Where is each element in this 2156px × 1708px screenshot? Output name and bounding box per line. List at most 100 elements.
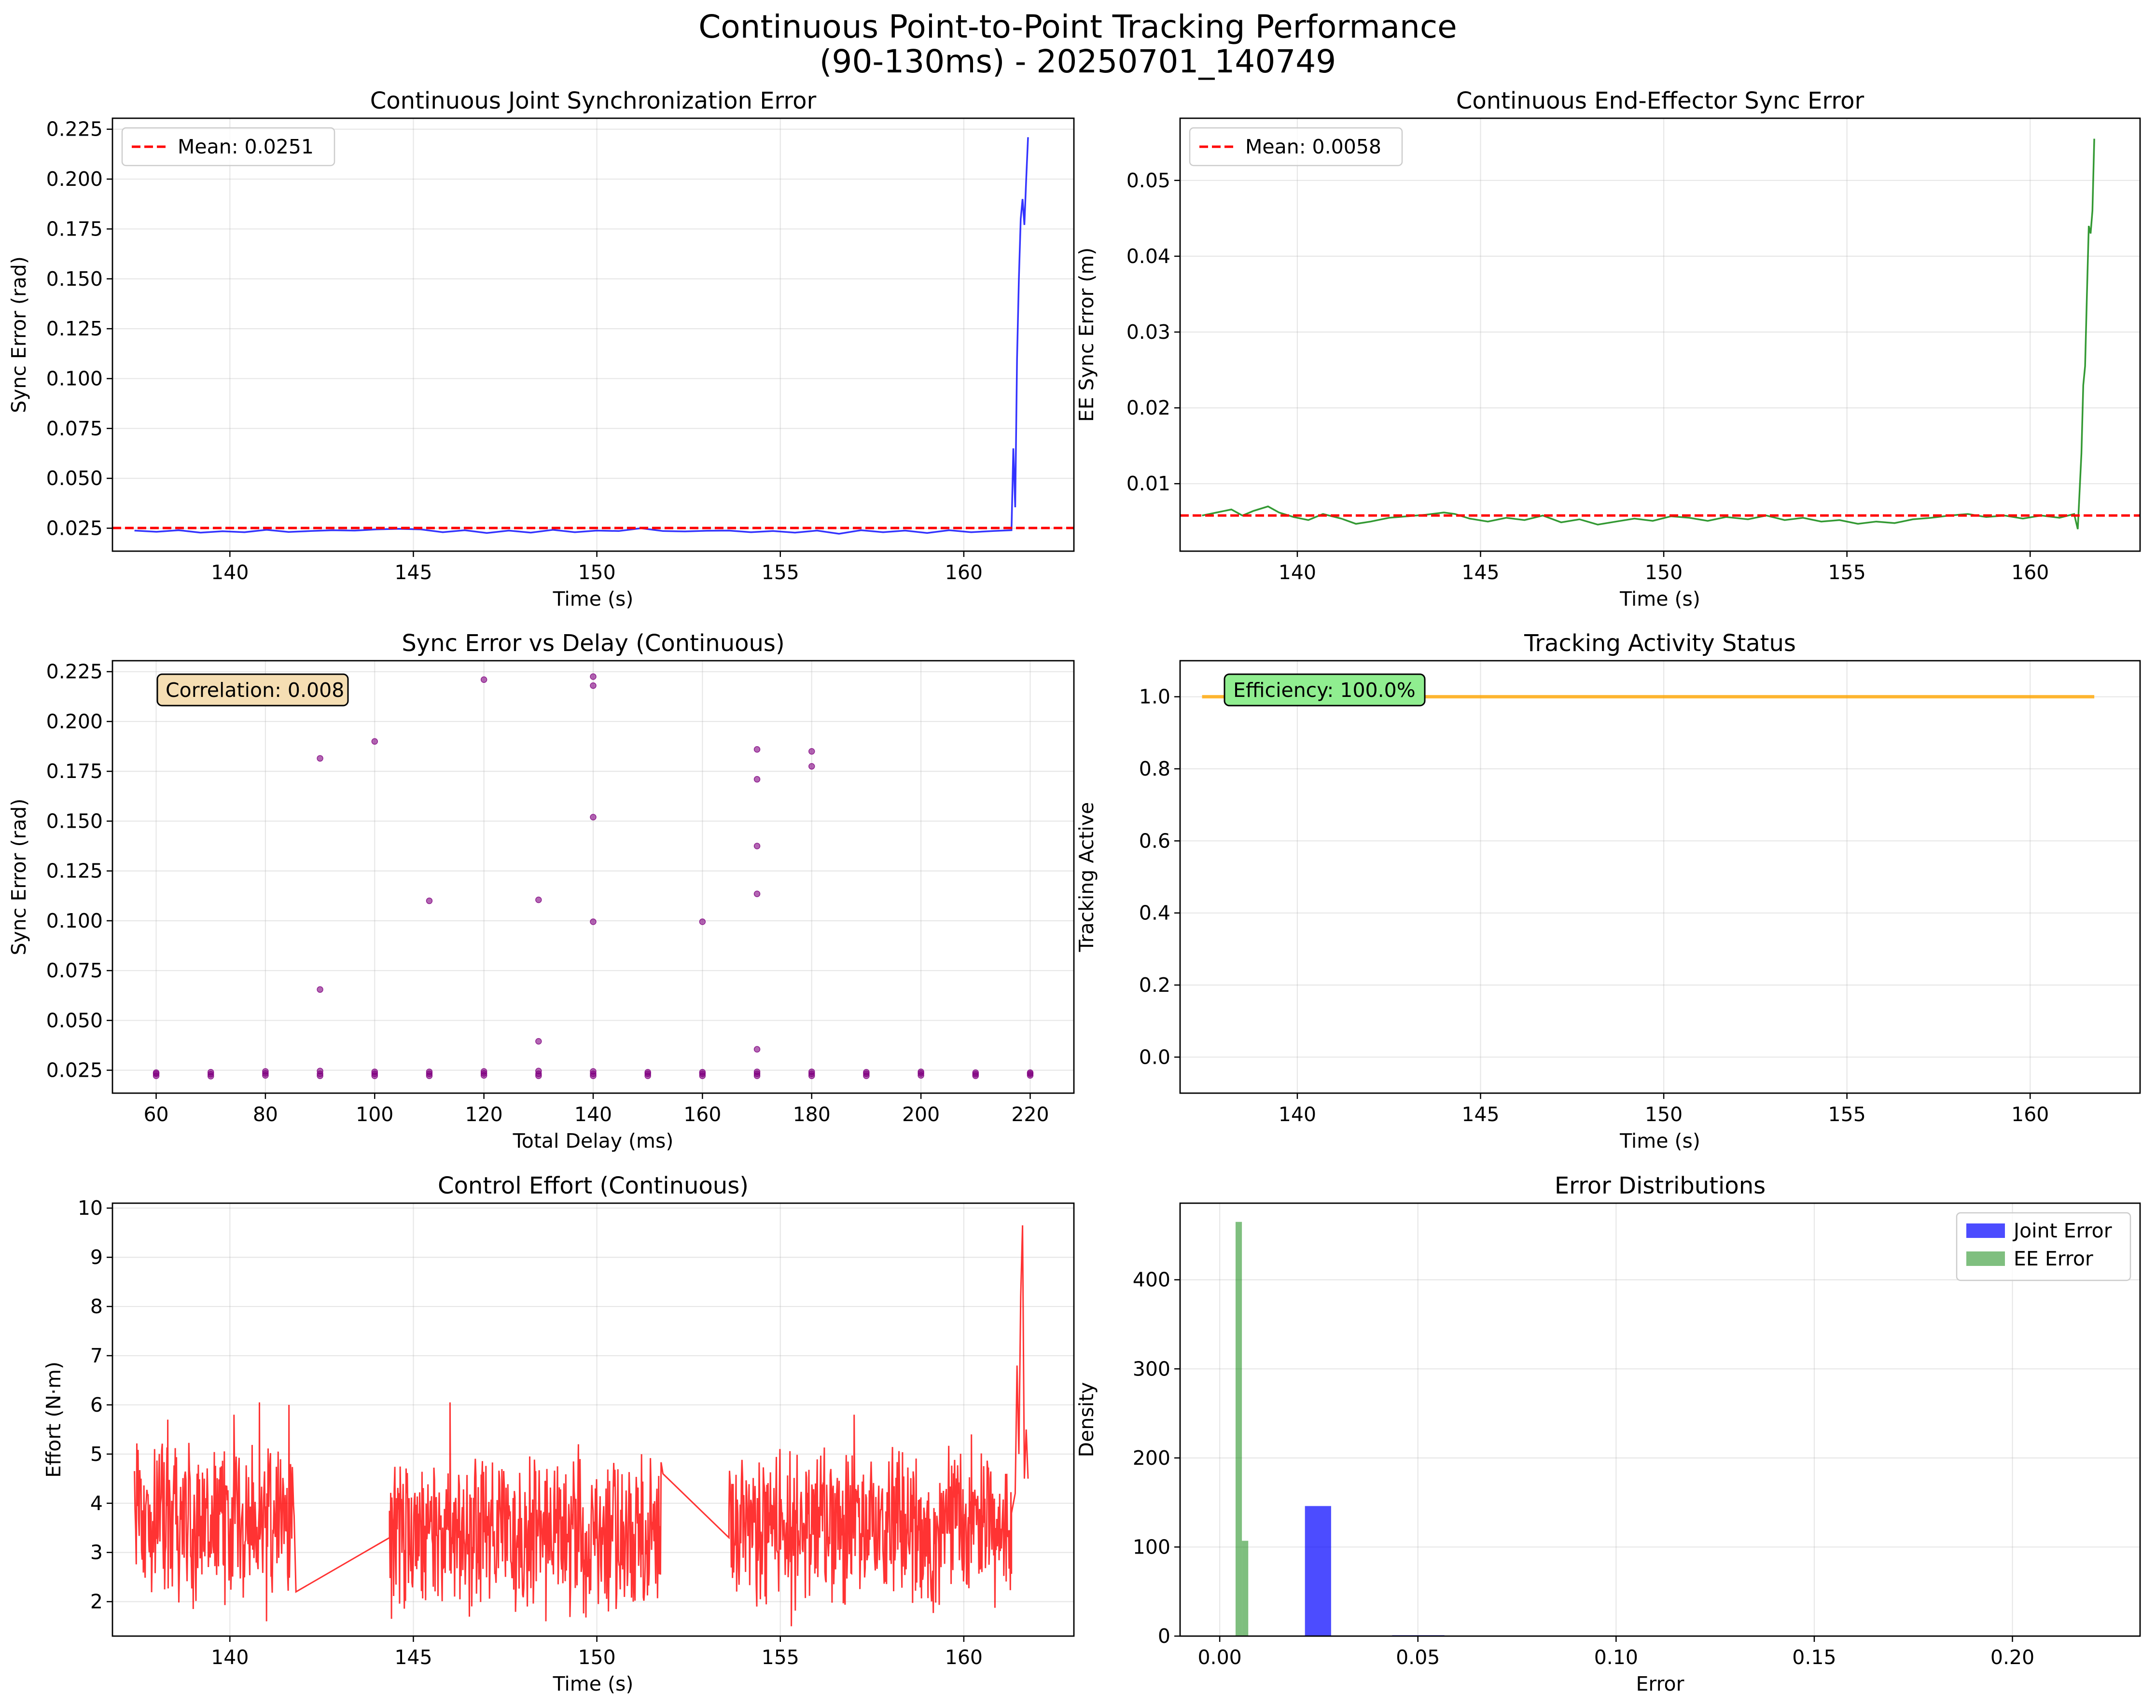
plot-area bbox=[112, 137, 1074, 535]
legend: Joint Error EE Error bbox=[1956, 1212, 2131, 1281]
annotation-box bbox=[1224, 673, 1426, 707]
y-tick-label: 0.125 bbox=[46, 317, 103, 340]
error-vs-delay-panel: 60 80 100 120 140 160 180 200 220 0.025 0.050 0.075… bbox=[7, 630, 1075, 1153]
scatter-point bbox=[863, 1069, 870, 1076]
y-tick-label: 0.225 bbox=[46, 118, 103, 141]
y-tick-label: 4 bbox=[90, 1492, 103, 1515]
legend-label: Mean: 0.0058 bbox=[1245, 135, 1381, 158]
scatter-point bbox=[371, 1069, 378, 1075]
x-tick-label: 180 bbox=[793, 1103, 831, 1126]
legend-box bbox=[1189, 127, 1403, 167]
error-distributions-panel: 0.00 0.05 0.10 0.15 0.20 0 100 200 300 400 Error D… bbox=[1075, 1172, 2141, 1695]
x-tick-label: 0.20 bbox=[1990, 1646, 2034, 1669]
legend-swatch bbox=[1966, 1223, 2005, 1238]
y-tick-label: 0.4 bbox=[1139, 902, 1170, 925]
legend-box bbox=[121, 127, 335, 167]
figure-title-line-1: Continuous Point-to-Point Tracking Perfo… bbox=[698, 8, 1457, 45]
x-axis-label: Time (s) bbox=[553, 1672, 634, 1695]
scatter-point bbox=[753, 746, 761, 753]
plot-area bbox=[1235, 1222, 1445, 1636]
y-tick-label: 100 bbox=[1133, 1535, 1170, 1558]
x-tick-label: 145 bbox=[394, 1646, 432, 1669]
efficiency-annotation: Efficiency: 100.0% bbox=[1224, 673, 1426, 707]
y-tick-label: 0.150 bbox=[46, 267, 103, 291]
scatter-point bbox=[699, 1069, 706, 1076]
y-tick-label: 3 bbox=[90, 1541, 103, 1564]
y-axis-label: Effort (N·m) bbox=[42, 1361, 65, 1478]
scatter-point bbox=[972, 1069, 979, 1076]
scatter-point bbox=[535, 1068, 542, 1074]
scatter-point bbox=[262, 1068, 269, 1075]
ee-sync-error-panel: 140 145 150 155 160 0.01 0.02 0.03 0.04 0.05 Conti… bbox=[1075, 87, 2141, 611]
y-tick-label: 0.075 bbox=[46, 959, 103, 982]
x-tick-label: 140 bbox=[211, 561, 249, 584]
x-axis-label: Total Delay (ms) bbox=[513, 1129, 674, 1153]
x-tick-label: 160 bbox=[2011, 561, 2049, 584]
scatter-point bbox=[371, 738, 378, 745]
histogram-bar bbox=[1235, 1222, 1242, 1636]
x-axis-label: Time (s) bbox=[1619, 587, 1700, 611]
y-tick-label: 0.8 bbox=[1139, 757, 1170, 780]
scatter-point bbox=[753, 1046, 761, 1053]
scatter-point bbox=[590, 682, 597, 689]
axes-frame bbox=[111, 117, 1075, 552]
legend-swatch bbox=[1966, 1251, 2005, 1266]
x-tick-label: 150 bbox=[1645, 1103, 1683, 1126]
scatter-point bbox=[207, 1069, 214, 1076]
y-tick-label: 0.150 bbox=[46, 809, 103, 833]
scatter-point bbox=[699, 918, 706, 925]
panel-title: Tracking Activity Status bbox=[1524, 630, 1796, 657]
series-line bbox=[134, 137, 1029, 535]
x-tick-label: 150 bbox=[1645, 561, 1683, 584]
y-tick-label: 6 bbox=[90, 1393, 103, 1416]
plot-area bbox=[153, 673, 1034, 1080]
x-tick-label: 0.15 bbox=[1792, 1646, 1836, 1669]
y-tick-label: 0.050 bbox=[46, 1009, 103, 1032]
legend: Mean: 0.0058 bbox=[1189, 127, 1403, 167]
y-tick-label: 0.025 bbox=[46, 516, 103, 540]
x-tick-label: 150 bbox=[578, 1646, 615, 1669]
x-tick-label: 160 bbox=[683, 1103, 721, 1126]
x-tick-label: 0.00 bbox=[1197, 1646, 1241, 1669]
y-tick-label: 0.0 bbox=[1139, 1045, 1170, 1069]
plot-area bbox=[1180, 139, 2140, 529]
correlation-annotation: Correlation: 0.008 bbox=[156, 673, 349, 707]
axes-frame bbox=[1179, 1202, 2141, 1637]
scatter-point bbox=[753, 843, 761, 849]
scatter-point bbox=[535, 1038, 542, 1045]
scatter-point bbox=[590, 673, 597, 680]
x-tick-label: 80 bbox=[253, 1103, 278, 1126]
x-tick-label: 155 bbox=[762, 561, 799, 584]
y-tick-label: 200 bbox=[1133, 1446, 1170, 1470]
y-tick-label: 7 bbox=[90, 1344, 103, 1367]
y-tick-label: 0.075 bbox=[46, 417, 103, 440]
x-tick-label: 140 bbox=[1279, 1103, 1316, 1126]
y-tick-label: 0.6 bbox=[1139, 829, 1170, 852]
y-axis-label: Sync Error (rad) bbox=[7, 799, 30, 956]
x-tick-label: 140 bbox=[211, 1646, 249, 1669]
joint-sync-error-panel: 140 145 150 155 160 0.025 0.050 0.075 0.100 0.125… bbox=[7, 87, 1075, 611]
histogram-bar bbox=[1305, 1506, 1331, 1636]
y-tick-label: 300 bbox=[1133, 1357, 1170, 1380]
x-tick-label: 140 bbox=[574, 1103, 612, 1126]
x-tick-label: 100 bbox=[356, 1103, 393, 1126]
y-axis-label: Sync Error (rad) bbox=[7, 256, 30, 413]
y-tick-label: 0.125 bbox=[46, 860, 103, 883]
y-tick-label: 5 bbox=[90, 1443, 103, 1466]
y-tick-label: 9 bbox=[90, 1246, 103, 1269]
panel-title: Continuous End-Effector Sync Error bbox=[1456, 87, 1864, 114]
y-tick-label: 0.02 bbox=[1127, 396, 1170, 419]
y-tick-label: 10 bbox=[78, 1196, 103, 1220]
scatter-point bbox=[753, 890, 761, 897]
y-tick-label: 0.03 bbox=[1127, 320, 1170, 344]
scatter-point bbox=[753, 776, 761, 783]
y-tick-label: 0.01 bbox=[1127, 472, 1170, 495]
scatter-point bbox=[808, 763, 815, 770]
panel-title: Control Effort (Continuous) bbox=[438, 1172, 749, 1199]
axes-frame bbox=[111, 660, 1075, 1094]
scatter-point bbox=[1027, 1069, 1034, 1076]
y-tick-label: 2 bbox=[90, 1590, 103, 1613]
figure-title-line-2: (90-130ms) - 20250701_140749 bbox=[820, 43, 1336, 80]
scatter-point bbox=[590, 918, 597, 925]
